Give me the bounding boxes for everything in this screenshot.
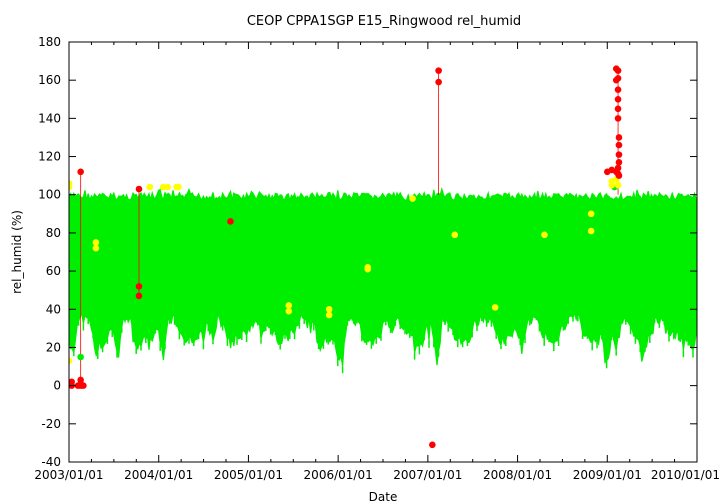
y-tick-label: 120 <box>38 150 61 164</box>
data-point-questionable <box>451 231 459 239</box>
y-axis-label: rel_humid (%) <box>10 210 24 294</box>
data-point-questionable <box>608 181 616 189</box>
y-tick-label: 0 <box>53 379 61 393</box>
data-point-bad <box>614 86 622 94</box>
data-point-bad <box>614 115 622 122</box>
x-tick-label: 2008/01/01 <box>483 468 552 482</box>
chart-title: CEOP CPPA1SGP E15_Ringwood rel_humid <box>247 14 521 29</box>
data-point-questionable <box>614 181 622 189</box>
data-point-bad <box>77 168 84 176</box>
data-point-questionable <box>491 304 499 311</box>
data-point-bad <box>615 141 623 149</box>
data-point-bad <box>80 382 87 389</box>
data-point-bad <box>614 105 622 113</box>
y-tick-label: 180 <box>38 35 61 49</box>
x-tick-label: 2010/01/01 <box>651 468 720 482</box>
x-tick-label: 2004/01/01 <box>124 468 193 482</box>
y-tick-label: 160 <box>38 73 61 87</box>
data-point-bad <box>614 67 622 74</box>
data-point-bad <box>615 151 623 158</box>
good-data-band <box>69 186 697 374</box>
x-axis-label: Date <box>369 490 398 504</box>
y-tick-label: -20 <box>41 417 61 431</box>
data-point-questionable <box>92 239 100 246</box>
data-point-questionable <box>285 307 293 315</box>
y-tick-label: 100 <box>38 188 61 202</box>
data-point-bad <box>615 134 623 141</box>
data-point-questionable <box>364 265 372 273</box>
data-point-bad <box>227 218 234 225</box>
data-point-questionable <box>409 195 416 202</box>
data-point-questionable <box>325 311 333 319</box>
data-point-questionable <box>69 357 73 365</box>
axis-ticks <box>68 41 698 463</box>
data-point-bad <box>435 67 442 74</box>
data-point-bad <box>74 382 82 389</box>
data-point-questionable <box>587 210 595 218</box>
data-point-bad <box>135 292 143 300</box>
axis-tick-labels: -40 -20 0 20 40 60 80 100 120 140 160 180 2003/01/01… <box>34 35 720 482</box>
x-tick-label: 2006/01/01 <box>304 468 373 482</box>
data-point-bad <box>135 283 143 290</box>
data-point-bad <box>614 95 622 103</box>
data-point-bad <box>135 185 143 193</box>
data-point-questionable <box>164 183 171 191</box>
data-point-questionable <box>69 183 73 191</box>
data-point-questionable <box>92 244 100 252</box>
data-point-bad <box>435 78 442 86</box>
data-point-questionable <box>146 183 154 191</box>
data-point-good <box>77 353 84 361</box>
y-tick-label: 40 <box>46 302 61 316</box>
x-tick-label: 2003/01/01 <box>34 468 103 482</box>
x-tick-label: 2005/01/01 <box>214 468 283 482</box>
x-tick-label: 2009/01/01 <box>573 468 642 482</box>
y-tick-label: 80 <box>46 226 61 240</box>
data-point-good <box>603 195 611 202</box>
data-point-questionable <box>175 183 182 191</box>
x-tick-label: 2007/01/01 <box>393 468 462 482</box>
y-tick-label: 140 <box>38 111 61 125</box>
y-tick-label: 20 <box>46 340 61 354</box>
data-point-bad <box>612 76 620 84</box>
data-point-bad <box>612 168 620 176</box>
data-point-questionable <box>541 231 548 239</box>
data-point-questionable <box>285 302 293 309</box>
data-points <box>69 65 623 449</box>
data-point-questionable <box>587 227 595 235</box>
data-point-bad <box>429 441 436 449</box>
y-tick-label: 60 <box>46 264 61 278</box>
data-point-bad <box>615 158 623 166</box>
good-band-area <box>69 186 697 367</box>
y-tick-label: -40 <box>41 455 61 469</box>
data-point-questionable <box>325 305 333 313</box>
